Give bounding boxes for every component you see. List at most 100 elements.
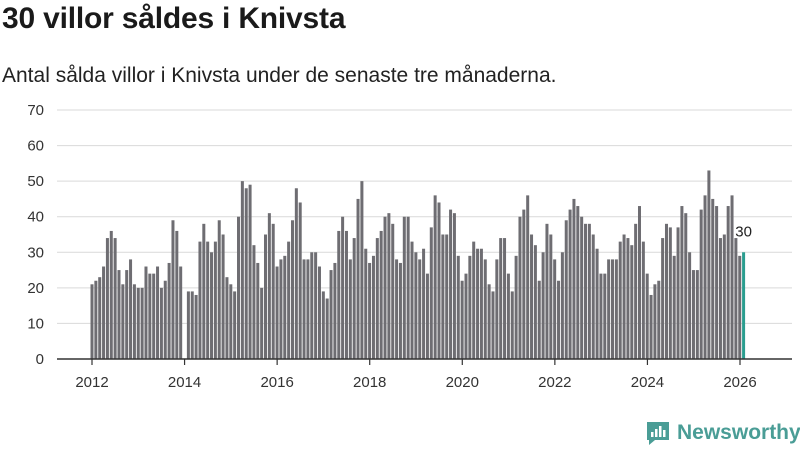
bar [387,213,391,359]
bar [653,284,657,359]
bar [364,248,368,359]
bar [391,223,395,359]
bar [129,259,133,359]
bar [283,255,287,359]
bar [298,202,302,359]
bar [375,238,379,359]
bar [275,266,279,359]
bar [564,220,568,359]
x-tick-label: 2014 [168,374,201,391]
x-axis-ticks: 2012 2014 2016 2018 2020 2022 2024 2026 [75,359,757,391]
bar [676,227,680,359]
bar [672,255,676,359]
bar [734,238,738,359]
bar [479,248,483,359]
bar [715,206,719,359]
bar [248,184,252,359]
bar [483,259,487,359]
bar [560,252,564,359]
bar [202,223,206,359]
bar [341,216,345,359]
bar [526,195,530,359]
bar [213,241,217,359]
bar [607,259,611,359]
bar [140,287,144,359]
bar [325,298,329,359]
bar [641,241,645,359]
bar [611,259,615,359]
bar [503,238,507,359]
bar [109,230,113,359]
bar [229,284,233,359]
bar [618,241,622,359]
bar [580,216,584,359]
bar [348,259,352,359]
bar [688,252,692,359]
bar [472,241,476,359]
bar [626,238,630,359]
bar [425,273,429,359]
chart-subtitle: Antal sålda villor i Knivsta under de se… [2,64,557,87]
bar [306,259,310,359]
bar [294,188,298,359]
bar-chart-logo-icon [647,422,669,445]
bar [487,284,491,359]
bar [402,216,406,359]
y-tick-label: 30 [27,244,44,261]
bar [499,238,503,359]
bar [510,291,514,359]
bar [557,280,561,359]
bar [171,220,175,359]
bar [302,259,306,359]
bar [287,241,291,359]
bar [263,234,268,359]
bar [449,209,453,359]
bar [159,287,163,359]
bar [668,227,672,359]
bar [568,209,572,359]
bar [464,273,468,359]
bar [476,248,480,359]
bar [395,259,399,359]
bar [634,223,638,359]
bar [383,216,387,359]
bar [684,213,688,359]
x-tick-label: 2018 [353,374,386,391]
bar [506,273,510,359]
bar [414,252,418,359]
bar [144,266,148,359]
bar [244,188,248,359]
bar [649,294,653,359]
bar [572,198,576,359]
bar [437,202,441,359]
x-tick-label: 2016 [260,374,293,391]
bar [210,252,214,359]
bar [371,255,375,359]
y-tick-label: 50 [27,173,44,190]
bar [599,273,603,359]
bar [718,238,722,359]
bar [194,294,198,359]
bar [587,223,591,359]
bar [356,198,360,359]
bar [630,245,634,359]
bar [113,238,117,359]
y-tick-label: 40 [27,209,44,226]
bar [441,234,445,359]
bar [518,216,522,359]
x-tick-label: 2022 [538,374,571,391]
newsworthy-logo[interactable]: Newsworthy [645,420,800,446]
bar [514,255,518,359]
bar [333,262,337,359]
bar [549,234,553,359]
bar [344,230,348,359]
bar [310,252,314,359]
bar [329,270,333,359]
bar [530,234,534,359]
bar [637,206,641,359]
bar [260,287,264,359]
bar [491,291,495,359]
x-tick-label: 2020 [446,374,479,391]
bar [707,170,711,359]
